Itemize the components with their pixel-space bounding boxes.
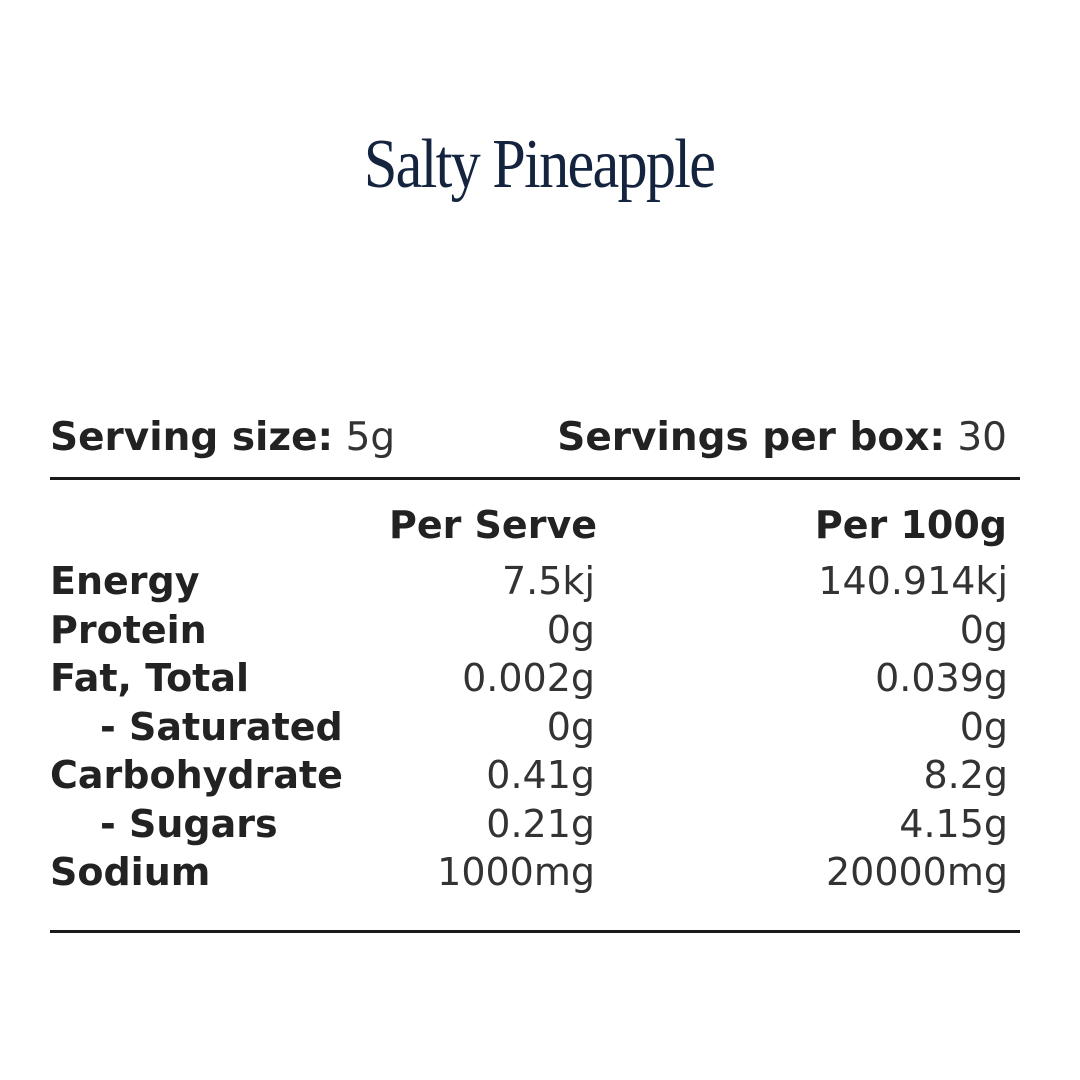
- nutrient-name: - Saturated: [100, 704, 343, 749]
- nutrient-per-serve: 0.21g: [486, 801, 595, 846]
- product-title: Salty Pineapple: [363, 126, 716, 203]
- nutrient-per-100g: 0.039g: [875, 656, 1008, 700]
- column-header-per-100g: Per 100g: [814, 503, 1007, 547]
- nutrient-per-100g: 8.2g: [923, 753, 1008, 797]
- nutrient-per-100g: 0g: [959, 704, 1008, 749]
- nutrient-per-serve: 0g: [546, 607, 595, 652]
- nutrient-per-100g: 140.914kj: [818, 559, 1008, 603]
- servings-per-box-value: 30: [957, 415, 1007, 460]
- nutrient-row: Sodium 1000mg 20000mg: [50, 848, 1008, 897]
- nutrient-row: Energy 7.5kj 140.914kj: [50, 557, 1008, 606]
- top-divider: [50, 477, 1020, 480]
- nutrient-per-serve: 0g: [546, 704, 595, 749]
- nutrient-row: - Sugars 0.21g 4.15g: [50, 800, 1008, 849]
- nutrient-name: Sodium: [50, 850, 211, 894]
- nutrient-per-100g: 4.15g: [899, 801, 1008, 846]
- servings-per-box-label: Servings per box:: [557, 415, 945, 460]
- nutrient-per-100g: 20000mg: [825, 850, 1008, 894]
- nutrient-per-serve: 0.002g: [462, 656, 595, 700]
- nutrient-row: Protein 0g 0g: [50, 606, 1008, 655]
- nutrient-name: Fat, Total: [50, 656, 250, 700]
- nutrient-name: Carbohydrate: [50, 753, 343, 797]
- nutrient-row: - Saturated 0g 0g: [50, 703, 1008, 752]
- nutrient-per-serve: 0.41g: [486, 753, 595, 797]
- nutrient-per-100g: 0g: [959, 607, 1008, 652]
- serving-size-label: Serving size:: [50, 415, 334, 460]
- servings-per-box: Servings per box: 30: [557, 413, 1007, 463]
- nutrient-name: Energy: [50, 559, 200, 603]
- nutrient-per-serve: 7.5kj: [502, 559, 595, 603]
- nutrient-name: - Sugars: [100, 801, 278, 846]
- nutrient-row: Fat, Total 0.002g 0.039g: [50, 654, 1008, 703]
- nutrient-row: Carbohydrate 0.41g 8.2g: [50, 751, 1008, 800]
- bottom-divider: [50, 930, 1020, 933]
- nutrition-table: Energy 7.5kj 140.914kj Protein 0g 0g Fat, Tota…: [50, 557, 1008, 897]
- nutrient-per-serve: 1000mg: [437, 850, 595, 894]
- nutrient-name: Protein: [50, 607, 207, 652]
- serving-size: Serving size: 5g: [50, 413, 395, 463]
- serving-size-value: 5g: [345, 415, 396, 460]
- column-header-per-serve: Per Serve: [388, 503, 597, 547]
